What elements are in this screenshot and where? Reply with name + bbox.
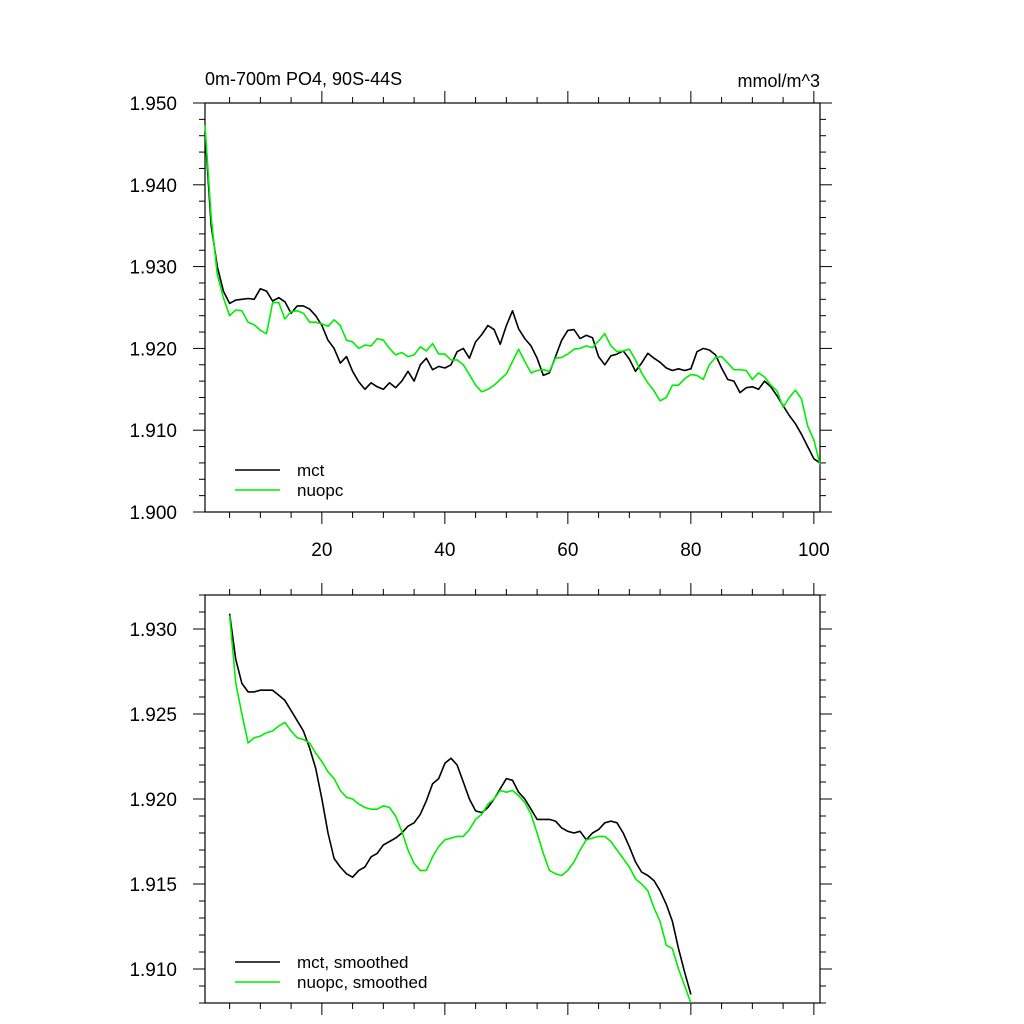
top-axis-ticks: 20 40 60 80 100 1.900 1.910 1.920 1.930 1.940 1.95…	[129, 91, 832, 561]
series-line-mct	[204, 131, 821, 464]
x-tick-label-top: 20	[311, 540, 332, 561]
bottom-legend: mct, smoothed nuopc, smoothed	[235, 953, 427, 992]
y-tick-label-top: 1.920	[129, 339, 177, 360]
series-line-nuopc	[204, 125, 821, 465]
legend-label-mct-smoothed: mct, smoothed	[297, 953, 409, 972]
top-panel: 0m-700m PO4, 90S-44S mmol/m^3 20 40 60 80 10…	[129, 69, 832, 561]
y-tick-label-top: 1.940	[129, 176, 177, 197]
legend-label-mct: mct	[297, 461, 325, 480]
y-tick-label-top: 1.930	[129, 258, 177, 279]
y-tick-label-bottom: 1.915	[129, 875, 177, 896]
x-tick-label-top: 100	[798, 540, 830, 561]
y-tick-label-bottom: 1.910	[129, 960, 177, 981]
y-tick-label-bottom: 1.925	[129, 705, 177, 726]
top-legend: mct nuopc	[235, 461, 344, 500]
y-tick-label-bottom: 1.920	[129, 790, 177, 811]
top-plot-units: mmol/m^3	[738, 71, 820, 91]
bottom-series-lines	[228, 613, 692, 1004]
series-line-mct-smoothed	[228, 613, 692, 995]
legend-label-nuopc: nuopc	[297, 481, 344, 500]
bottom-plot-frame	[204, 594, 821, 1004]
y-tick-label-top: 1.900	[129, 503, 177, 524]
top-series-lines	[204, 125, 821, 465]
bottom-axis-ticks: 1.910 1.915 1.920 1.925 1.930	[129, 583, 832, 1015]
x-tick-label-top: 40	[434, 540, 455, 561]
series-line-nuopc-smoothed	[228, 615, 692, 1004]
y-tick-label-bottom: 1.930	[129, 620, 177, 641]
legend-label-nuopc-smoothed: nuopc, smoothed	[297, 973, 427, 992]
y-tick-label-top: 1.910	[129, 421, 177, 442]
y-tick-label-top: 1.950	[129, 94, 177, 115]
x-tick-label-top: 80	[680, 540, 701, 561]
bottom-panel: 1.910 1.915 1.920 1.925 1.930 mct, smoothed …	[129, 583, 832, 1015]
x-tick-label-top: 60	[557, 540, 578, 561]
top-plot-frame	[204, 102, 821, 513]
top-plot-title: 0m-700m PO4, 90S-44S	[205, 69, 402, 89]
